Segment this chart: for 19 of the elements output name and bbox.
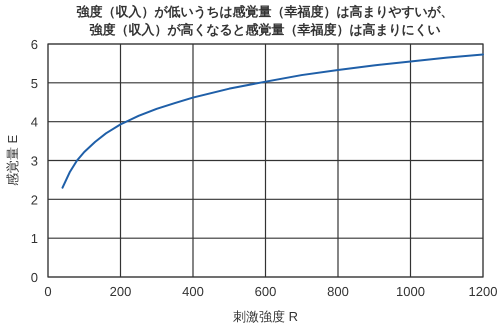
- y-tick-label: 5: [30, 76, 38, 91]
- y-tick-label: 0: [30, 270, 38, 285]
- x-tick-label: 0: [44, 284, 52, 299]
- x-tick-label: 1200: [468, 284, 498, 299]
- x-tick-label: 200: [110, 284, 132, 299]
- y-axis-title: 感覚量 E: [5, 134, 20, 186]
- x-tick-label: 400: [182, 284, 204, 299]
- chart-title: 強度（収入）が低いうちは感覚量（幸福度）は高まりやすいが、: [76, 4, 454, 19]
- y-tick-label: 2: [30, 192, 38, 208]
- x-tick-label: 600: [254, 284, 276, 299]
- x-axis-title: 刺激強度 R: [233, 309, 298, 324]
- x-tick-label: 1000: [396, 284, 425, 299]
- y-tick-label: 4: [30, 114, 38, 130]
- chart-subtitle: 強度（収入）が高くなると感覚量（幸福度）は高まりにくい: [90, 22, 440, 37]
- y-tick-label: 1: [30, 231, 38, 246]
- y-tick-label: 6: [30, 37, 38, 52]
- y-tick-label: 3: [30, 154, 38, 168]
- x-tick-label: 800: [327, 284, 349, 299]
- line-series: [62, 53, 484, 189]
